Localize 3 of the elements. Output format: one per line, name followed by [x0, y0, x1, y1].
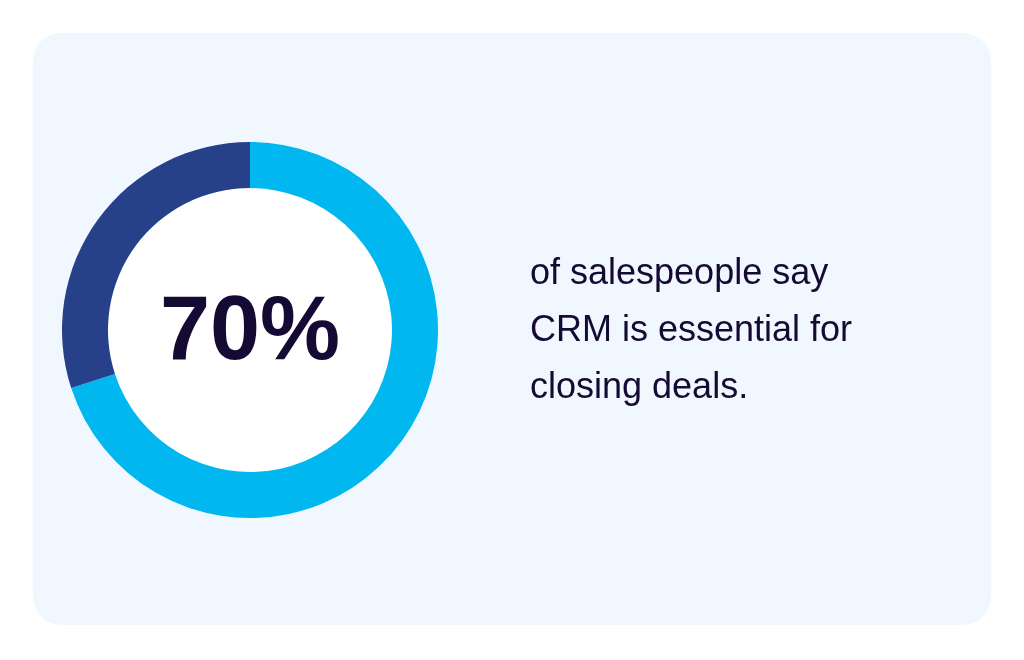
text: of salespeople say CRM is essential for closing deals. [530, 250, 854, 408]
data-label: 70% [159, 278, 341, 378]
donut-slice [71, 142, 438, 518]
